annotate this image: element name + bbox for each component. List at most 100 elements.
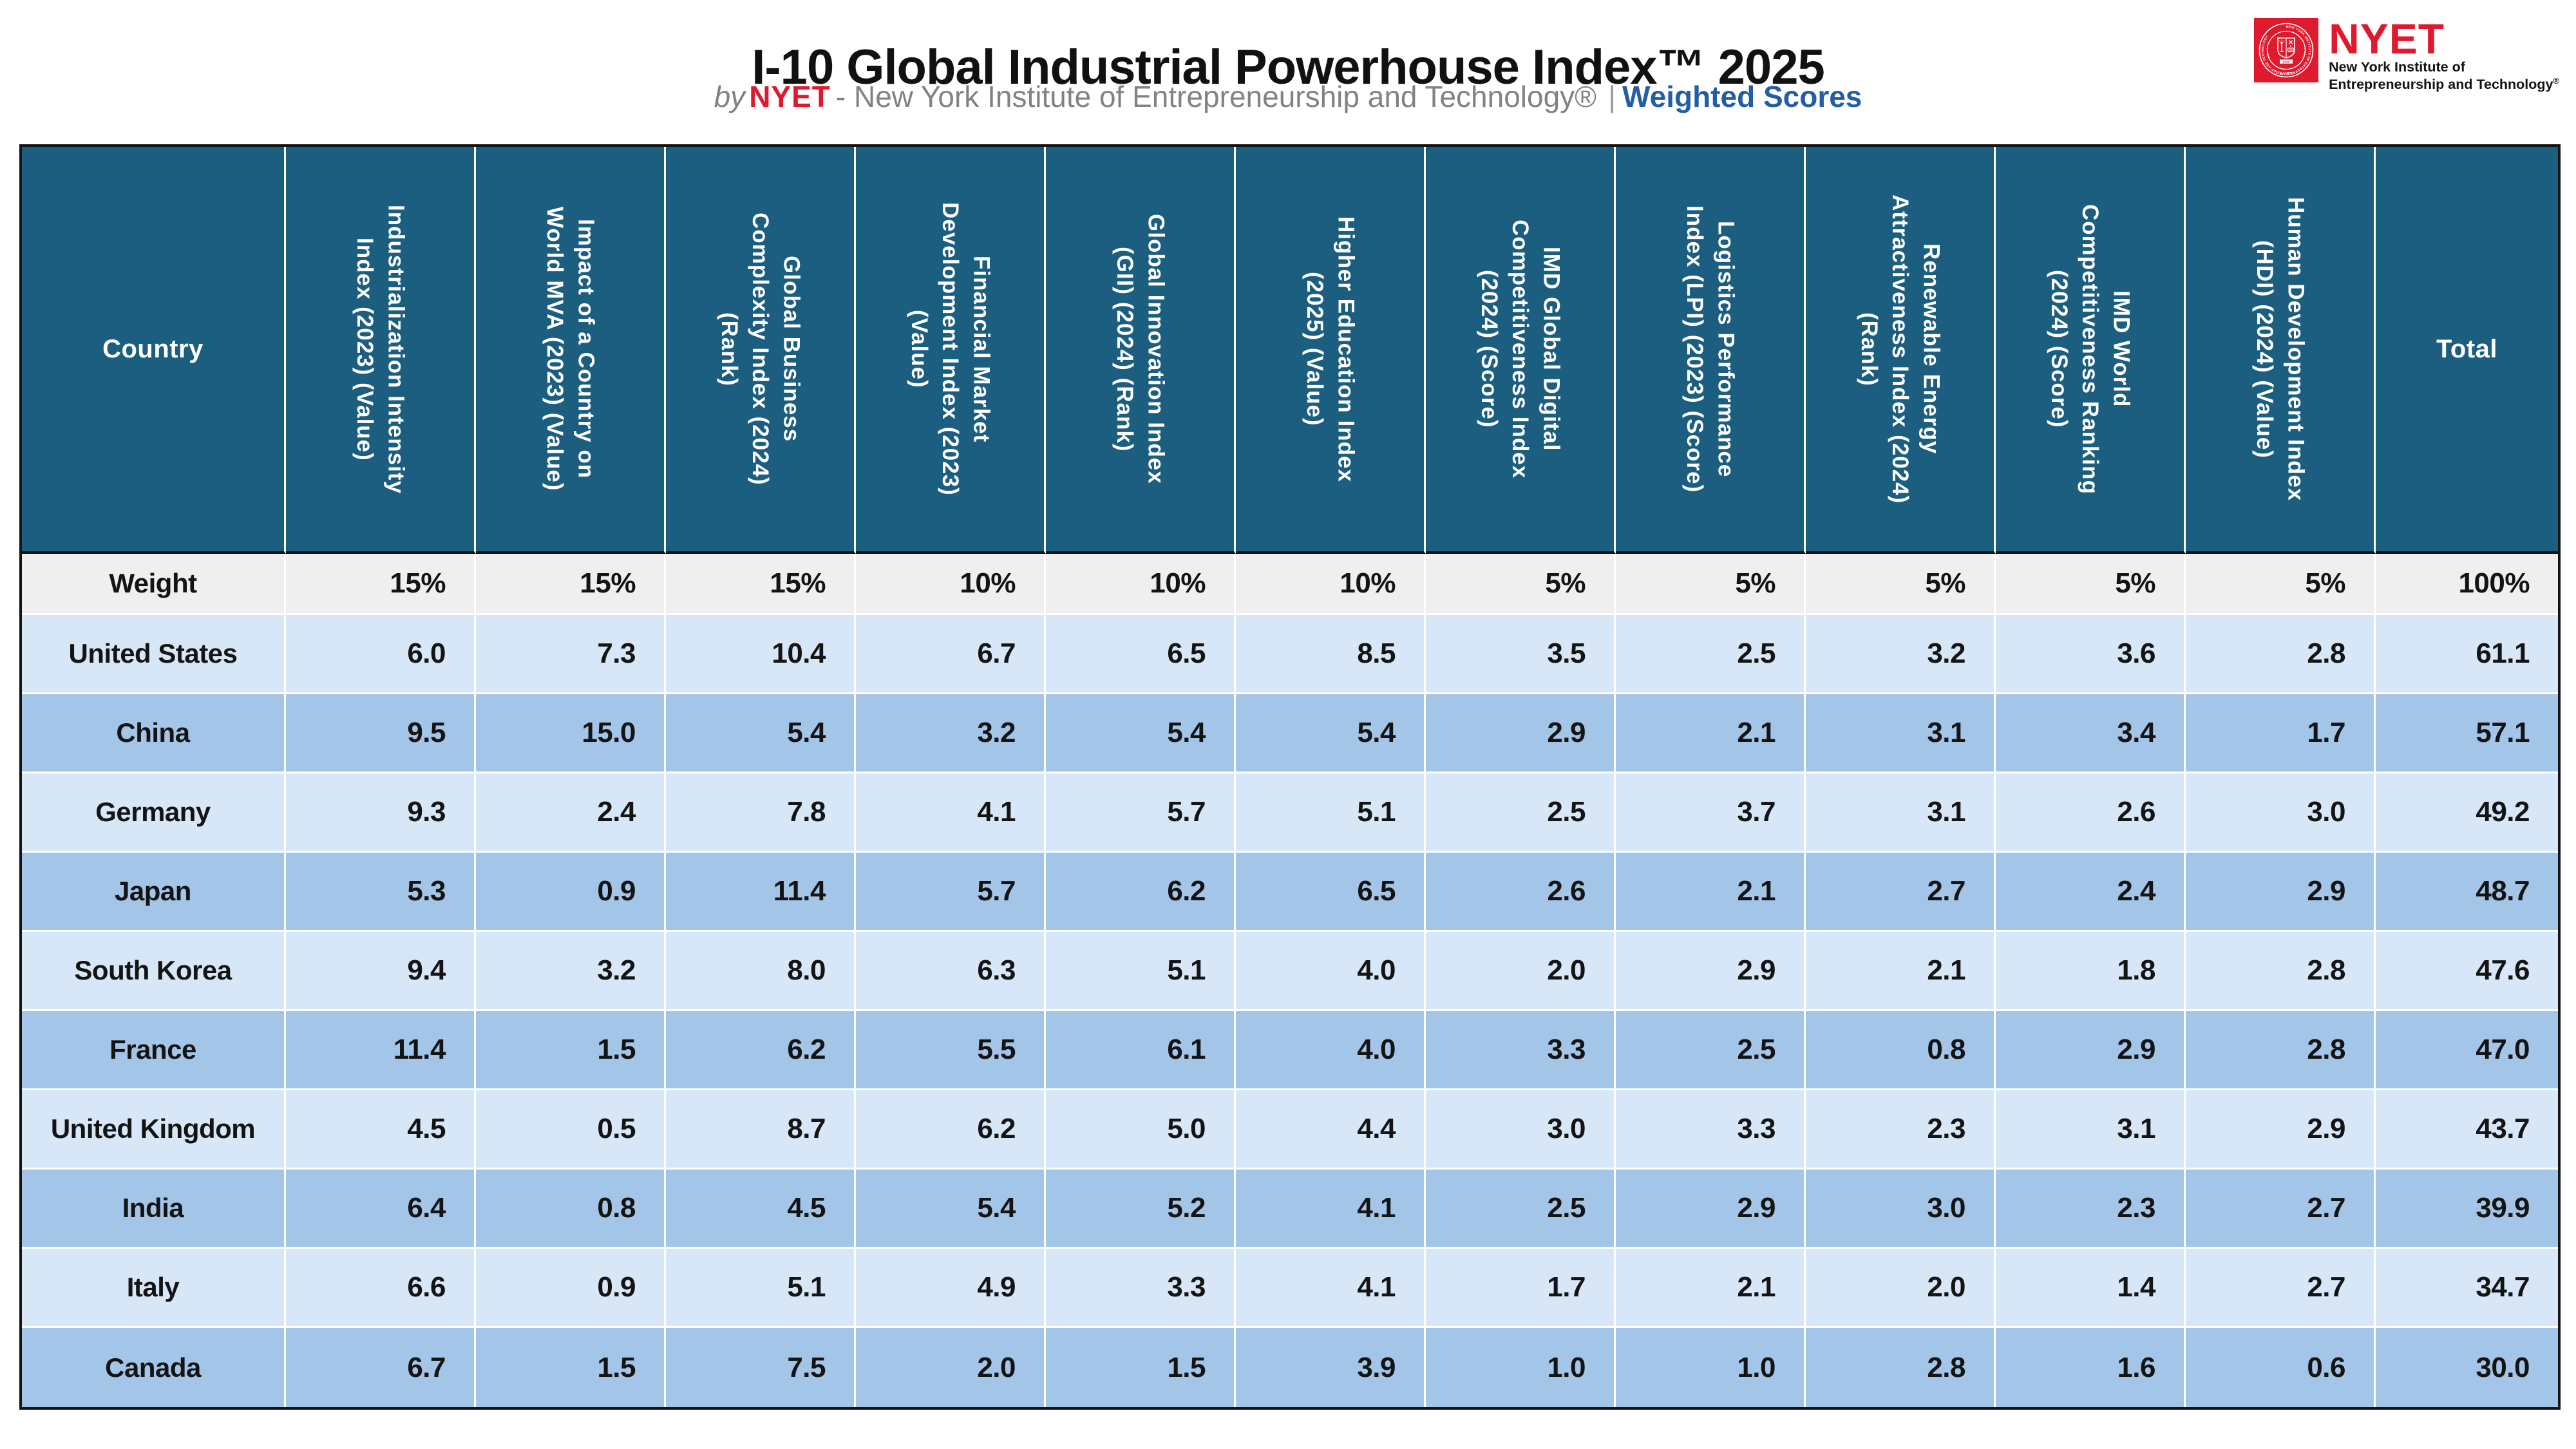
col-header-industrialization-text: Industrialization Intensity Index (2023)… bbox=[352, 204, 409, 494]
value-cell: 5.7 bbox=[856, 853, 1046, 932]
weight-cell: 5% bbox=[1426, 554, 1616, 615]
value-cell: 0.9 bbox=[476, 1249, 666, 1328]
value-cell: 6.7 bbox=[856, 615, 1046, 694]
col-header-gii-text: Global Innovation Index (GII) (2024) (Ra… bbox=[1112, 214, 1169, 484]
seal-year: 2020 bbox=[2283, 60, 2290, 64]
value-cell: 3.3 bbox=[1426, 1011, 1616, 1090]
value-cell: 4.1 bbox=[1236, 1249, 1426, 1328]
value-cell: 3.7 bbox=[1616, 773, 1806, 853]
col-header-financial-market-text: Financial Market Development Index (2023… bbox=[906, 202, 994, 496]
value-cell: 3.0 bbox=[1426, 1090, 1616, 1170]
total-cell: 57.1 bbox=[2376, 694, 2558, 773]
value-cell: 2.3 bbox=[1806, 1090, 1996, 1170]
value-cell: 6.5 bbox=[1236, 853, 1426, 932]
value-cell: 6.5 bbox=[1046, 615, 1236, 694]
value-cell: 1.7 bbox=[2186, 694, 2376, 773]
value-cell: 2.1 bbox=[1616, 694, 1806, 773]
col-header-mva-impact-text: Impact of a Country on World MVA (2023) … bbox=[542, 207, 599, 491]
value-cell: 11.4 bbox=[666, 853, 856, 932]
value-cell: 3.3 bbox=[1046, 1249, 1236, 1328]
value-cell: 2.5 bbox=[1426, 773, 1616, 853]
value-cell: 5.5 bbox=[856, 1011, 1046, 1090]
value-cell: 1.0 bbox=[1426, 1328, 1616, 1407]
value-cell: 1.0 bbox=[1616, 1328, 1806, 1407]
value-cell: 5.3 bbox=[286, 853, 476, 932]
value-cell: 6.4 bbox=[286, 1170, 476, 1249]
subtitle-weighted-scores: Weighted Scores bbox=[1622, 80, 1862, 113]
value-cell: 3.2 bbox=[1806, 615, 1996, 694]
col-header-gii: Global Innovation Index (GII) (2024) (Ra… bbox=[1046, 147, 1236, 554]
value-cell: 4.9 bbox=[856, 1249, 1046, 1328]
value-cell: 3.0 bbox=[1806, 1170, 1996, 1249]
country-cell: South Korea bbox=[22, 932, 286, 1011]
value-cell: 5.1 bbox=[666, 1249, 856, 1328]
value-cell: 2.5 bbox=[1426, 1170, 1616, 1249]
value-cell: 2.6 bbox=[1996, 773, 2186, 853]
value-cell: 7.3 bbox=[476, 615, 666, 694]
weight-label: Weight bbox=[22, 554, 286, 615]
col-header-hdi: Human Development Index (HDI) (2024) (Va… bbox=[2186, 147, 2376, 554]
col-header-lpi: Logistics Performance Index (LPI) (2023)… bbox=[1616, 147, 1806, 554]
value-cell: 2.7 bbox=[2186, 1249, 2376, 1328]
value-cell: 3.1 bbox=[1996, 1090, 2186, 1170]
subtitle: by NYET - New York Institute of Entreprene… bbox=[0, 80, 2576, 114]
value-cell: 6.2 bbox=[856, 1090, 1046, 1170]
value-cell: 2.1 bbox=[1616, 853, 1806, 932]
country-cell: Canada bbox=[22, 1328, 286, 1407]
value-cell: 0.5 bbox=[476, 1090, 666, 1170]
value-cell: 3.5 bbox=[1426, 615, 1616, 694]
value-cell: 2.0 bbox=[1806, 1249, 1996, 1328]
value-cell: 10.4 bbox=[666, 615, 856, 694]
weight-cell: 10% bbox=[856, 554, 1046, 615]
value-cell: 0.6 bbox=[2186, 1328, 2376, 1407]
value-cell: 4.1 bbox=[856, 773, 1046, 853]
value-cell: 2.4 bbox=[476, 773, 666, 853]
value-cell: 5.1 bbox=[1046, 932, 1236, 1011]
value-cell: 2.9 bbox=[2186, 853, 2376, 932]
total-cell: 39.9 bbox=[2376, 1170, 2558, 1249]
value-cell: 2.8 bbox=[1806, 1328, 1996, 1407]
col-header-industrialization: Industrialization Intensity Index (2023)… bbox=[286, 147, 476, 554]
value-cell: 4.0 bbox=[1236, 1011, 1426, 1090]
value-cell: 6.3 bbox=[856, 932, 1046, 1011]
page-title: I-10 Global Industrial Powerhouse Index™… bbox=[752, 39, 1824, 95]
col-header-renewable-energy-text: Renewable Energy Attractiveness Index (2… bbox=[1856, 194, 1944, 504]
value-cell: 5.4 bbox=[856, 1170, 1046, 1249]
value-cell: 2.0 bbox=[856, 1328, 1046, 1407]
value-cell: 6.2 bbox=[666, 1011, 856, 1090]
value-cell: 3.2 bbox=[856, 694, 1046, 773]
col-header-country: Country bbox=[22, 147, 286, 554]
value-cell: 11.4 bbox=[286, 1011, 476, 1090]
logo-text: NYET New York Institute of Entrepreneurs… bbox=[2329, 17, 2559, 93]
subtitle-by: by bbox=[714, 80, 746, 113]
value-cell: 2.8 bbox=[2186, 932, 2376, 1011]
weight-cell: 15% bbox=[476, 554, 666, 615]
value-cell: 15.0 bbox=[476, 694, 666, 773]
value-cell: 3.3 bbox=[1616, 1090, 1806, 1170]
total-cell: 47.6 bbox=[2376, 932, 2558, 1011]
value-cell: 2.3 bbox=[1996, 1170, 2186, 1249]
total-cell: 47.0 bbox=[2376, 1011, 2558, 1090]
country-cell: United States bbox=[22, 615, 286, 694]
col-header-imd-digital-text: IMD Global Digital Competitiveness Index… bbox=[1476, 219, 1564, 479]
value-cell: 3.0 bbox=[2186, 773, 2376, 853]
col-header-imd-digital: IMD Global Digital Competitiveness Index… bbox=[1426, 147, 1616, 554]
total-cell: 61.1 bbox=[2376, 615, 2558, 694]
col-header-total: Total bbox=[2376, 147, 2558, 554]
weight-cell: 5% bbox=[1806, 554, 1996, 615]
value-cell: 6.1 bbox=[1046, 1011, 1236, 1090]
nyet-seal-icon: NEW YORK INSTITUTE OF ENTREPRENEURSHIP A… bbox=[2254, 18, 2319, 82]
value-cell: 2.4 bbox=[1996, 853, 2186, 932]
value-cell: 2.1 bbox=[1806, 932, 1996, 1011]
value-cell: 2.1 bbox=[1616, 1249, 1806, 1328]
value-cell: 6.6 bbox=[286, 1249, 476, 1328]
value-cell: 0.9 bbox=[476, 853, 666, 932]
value-cell: 0.8 bbox=[1806, 1011, 1996, 1090]
col-header-higher-education: Higher Education Index (2025) (Value) bbox=[1236, 147, 1426, 554]
value-cell: 1.5 bbox=[476, 1011, 666, 1090]
value-cell: 2.8 bbox=[2186, 615, 2376, 694]
value-cell: 9.3 bbox=[286, 773, 476, 853]
weight-cell: 5% bbox=[1616, 554, 1806, 615]
logo-line-2: Entrepreneurship and Technology® bbox=[2329, 76, 2559, 93]
subtitle-org: - New York Institute of Entrepreneurship… bbox=[835, 80, 1597, 113]
